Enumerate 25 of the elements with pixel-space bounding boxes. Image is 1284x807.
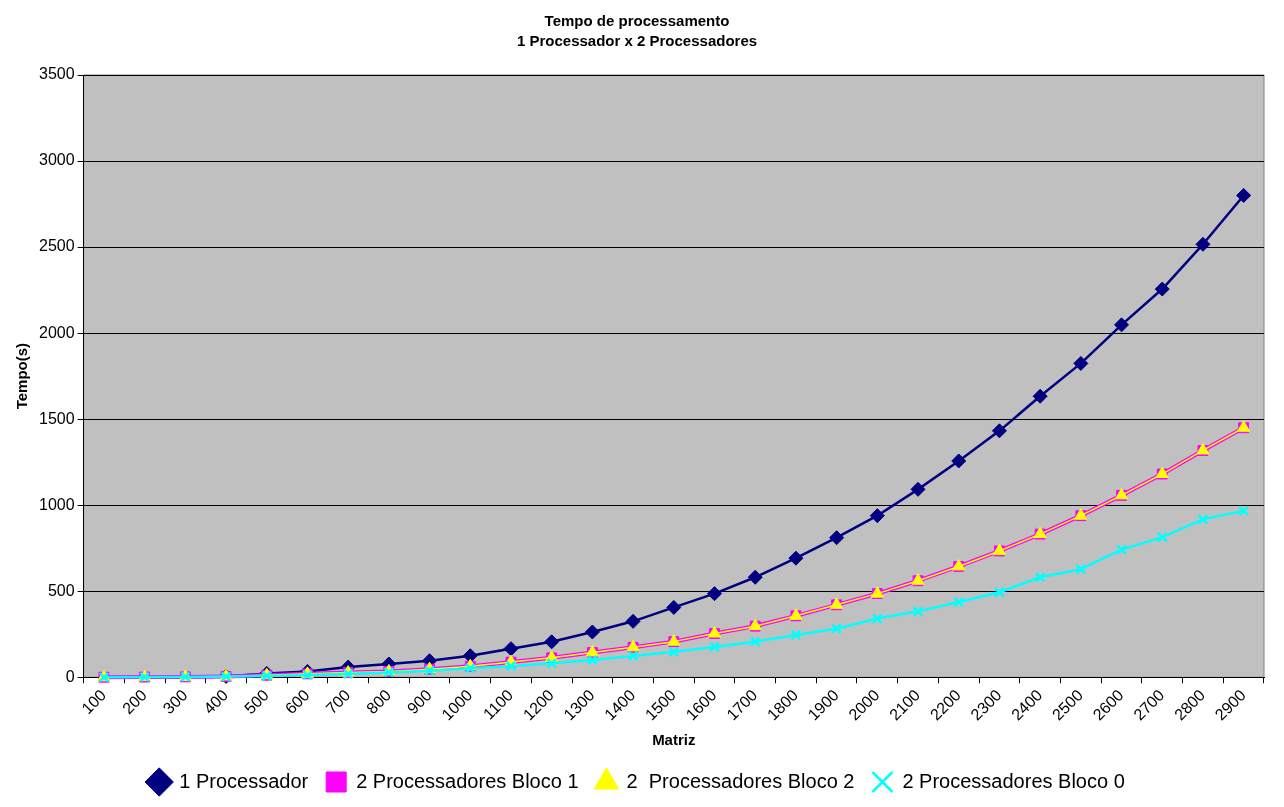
y-tick-label: 1000 — [39, 495, 75, 513]
x-tick-label: 300 — [159, 686, 191, 718]
x-tick-label: 100 — [78, 686, 110, 718]
x-tick-label: 400 — [200, 686, 232, 718]
x-tick-label: 700 — [322, 686, 354, 718]
chart-title: Tempo de processamento — [544, 12, 730, 30]
x-tick-label: 800 — [363, 686, 395, 718]
x-tick-label: 200 — [118, 686, 150, 718]
x-tick-label: 500 — [241, 686, 273, 718]
y-tick-label: 0 — [65, 667, 75, 685]
legend-label: 2 Processadores Bloco 2 — [626, 769, 855, 792]
y-tick-label: 2000 — [39, 323, 75, 341]
y-axis-title: Tempo(s) — [13, 342, 31, 410]
x-tick-label: 600 — [281, 686, 313, 718]
y-tick-label: 1500 — [39, 409, 75, 427]
x-axis-title: Matriz — [652, 731, 696, 749]
y-tick-label: 3500 — [39, 65, 75, 83]
y-tick-label: 3000 — [39, 151, 75, 169]
legend-label: 2 Processadores Bloco 1 — [356, 769, 579, 792]
chart-subtitle: 1 Processador x 2 Processadores — [516, 32, 758, 50]
y-tick-label: 2500 — [39, 237, 75, 255]
x-tick-label: 900 — [403, 686, 435, 718]
legend-label: 2 Processadores Bloco 0 — [902, 769, 1125, 792]
y-tick-label: 500 — [47, 581, 75, 599]
legend-label: 1 Processador — [179, 769, 309, 792]
